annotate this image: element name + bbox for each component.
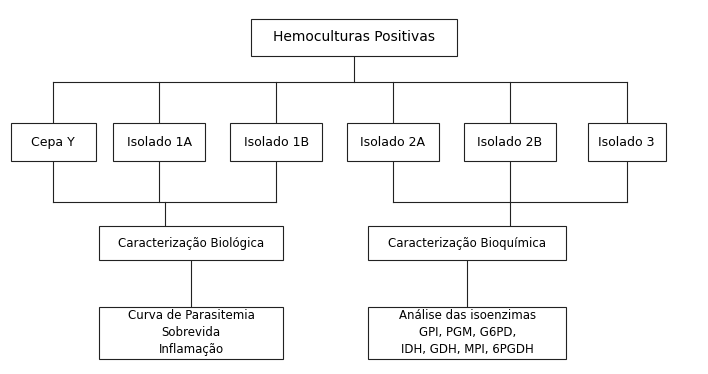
FancyBboxPatch shape [113,123,205,161]
Text: Isolado 2B: Isolado 2B [477,136,542,148]
Text: Caracterização Bioquímica: Caracterização Bioquímica [388,237,547,249]
FancyBboxPatch shape [464,123,556,161]
FancyBboxPatch shape [99,226,283,260]
Text: Isolado 1B: Isolado 1B [244,136,309,148]
Text: Cepa Y: Cepa Y [31,136,75,148]
Text: Isolado 3: Isolado 3 [598,136,655,148]
FancyBboxPatch shape [230,123,322,161]
FancyBboxPatch shape [588,123,666,161]
FancyBboxPatch shape [368,307,566,359]
Text: Caracterização Biológica: Caracterização Biológica [118,237,264,249]
Text: Hemoculturas Positivas: Hemoculturas Positivas [273,30,435,45]
Text: Análise das isoenzimas
GPI, PGM, G6PD,
IDH, GDH, MPI, 6PGDH: Análise das isoenzimas GPI, PGM, G6PD, I… [399,309,536,356]
FancyBboxPatch shape [11,123,96,161]
FancyBboxPatch shape [347,123,439,161]
FancyBboxPatch shape [368,226,566,260]
Text: Isolado 2A: Isolado 2A [360,136,426,148]
Text: Isolado 1A: Isolado 1A [127,136,192,148]
FancyBboxPatch shape [99,307,283,359]
FancyBboxPatch shape [251,19,457,56]
Text: Curva de Parasitemia
Sobrevida
Inflamação: Curva de Parasitemia Sobrevida Inflamaçã… [127,309,255,356]
